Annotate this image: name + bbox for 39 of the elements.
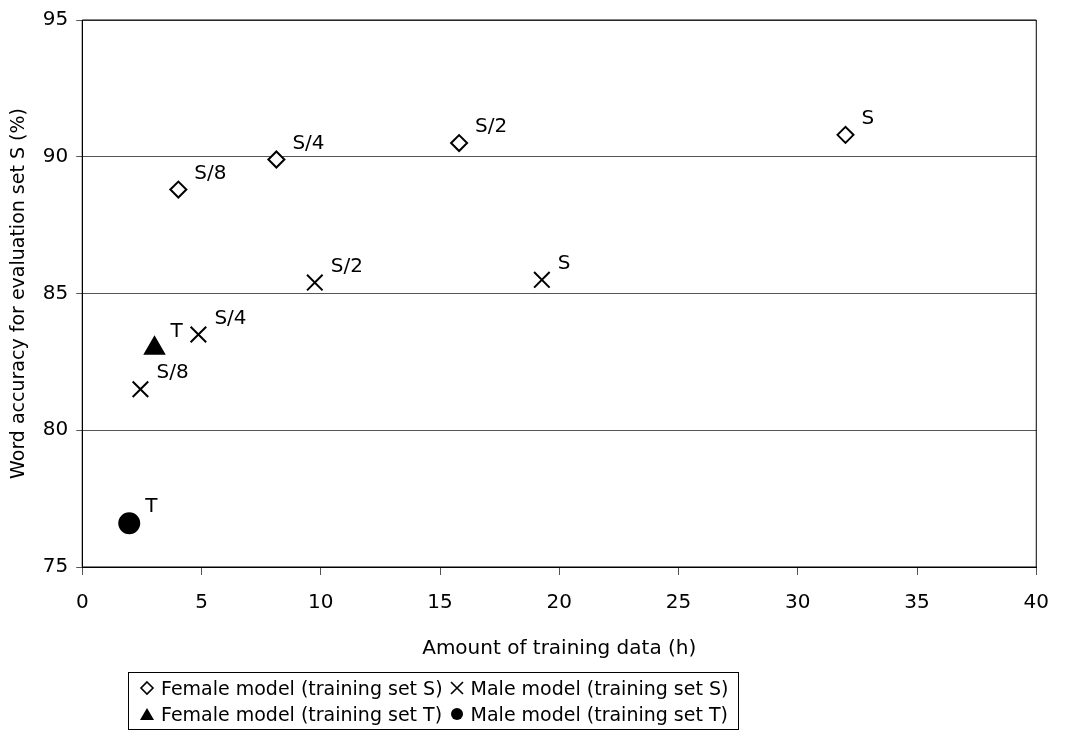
legend-label: Female model (training set S) <box>161 677 443 699</box>
legend-label: Male model (training set S) <box>470 677 729 699</box>
y-tick-label: 75 <box>42 553 69 578</box>
y-tick-label: 80 <box>42 416 69 441</box>
point <box>267 150 286 169</box>
x-tick-label: 30 <box>785 589 811 614</box>
y-tick-label: 95 <box>42 6 69 31</box>
x-tick-label: 20 <box>546 589 572 614</box>
annotation: S/8 <box>194 159 227 184</box>
x-tick-label: 15 <box>427 589 453 614</box>
point <box>131 380 150 398</box>
annotation: T <box>144 493 159 518</box>
legend-label: Female model (training set T) <box>161 703 443 725</box>
y-tick-label: 90 <box>42 142 69 167</box>
point <box>169 180 188 199</box>
point <box>450 134 469 153</box>
x-tick-label: 40 <box>1023 589 1049 614</box>
annotation: S/4 <box>214 304 247 329</box>
point <box>836 125 855 144</box>
annotation: S/2 <box>330 252 363 277</box>
x-tick-label: 5 <box>195 589 208 614</box>
annotation: S <box>861 105 875 130</box>
annotation: S/4 <box>292 129 325 154</box>
y-tick-label: 85 <box>42 279 69 304</box>
x-tick-label: 0 <box>75 589 89 614</box>
point <box>189 325 208 344</box>
y-axis-title: Word accuracy for evaluation set S (%) <box>6 108 29 479</box>
x-tick-label: 25 <box>665 589 692 614</box>
annotation: S/2 <box>475 113 508 138</box>
annotation: S <box>557 250 571 275</box>
point <box>118 512 141 535</box>
legend-label: Male model (training set T) <box>470 703 728 725</box>
x-tick-label: 10 <box>308 589 334 614</box>
point <box>533 271 551 289</box>
x-tick-label: 35 <box>904 589 930 614</box>
annotation: T <box>169 318 184 343</box>
x-axis-title: Amount of training data (h) <box>422 635 697 660</box>
annotation: S/8 <box>156 359 189 384</box>
point <box>306 273 324 292</box>
